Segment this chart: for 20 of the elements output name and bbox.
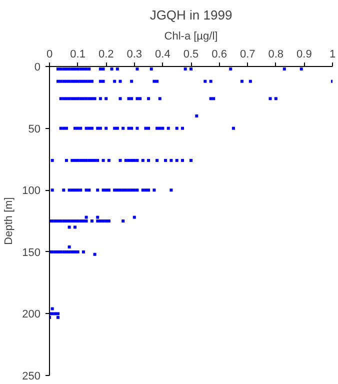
x-tick-label: 0.9 [296, 48, 312, 60]
x-tick-label: 0.6 [212, 48, 227, 60]
x-axis-title: Chl-a [µg/l] [164, 30, 218, 42]
y-tick-label: 250 [22, 370, 41, 382]
y-tick-label: 0 [34, 62, 41, 74]
y-tick-label: 50 [28, 123, 41, 136]
x-tick-label: 0.2 [98, 48, 114, 60]
x-tick-label: 0.7 [240, 48, 256, 60]
x-tick-label: 0.1 [70, 48, 86, 60]
x-tick-label: 0.5 [183, 48, 199, 60]
x-tick-label: 0.4 [155, 48, 170, 60]
y-axis-title: Depth [m] [3, 197, 16, 245]
x-tick-label: 1 [329, 48, 336, 60]
y-tick-label: 200 [22, 308, 41, 321]
y-tick-label: 100 [22, 185, 41, 198]
chart-title: JGQH in 1999 [150, 8, 232, 22]
y-tick-label: 150 [22, 246, 41, 259]
x-tick-label: 0.8 [268, 48, 284, 60]
x-tick-label: 0.3 [126, 48, 142, 60]
x-tick-label: 0 [46, 48, 53, 60]
